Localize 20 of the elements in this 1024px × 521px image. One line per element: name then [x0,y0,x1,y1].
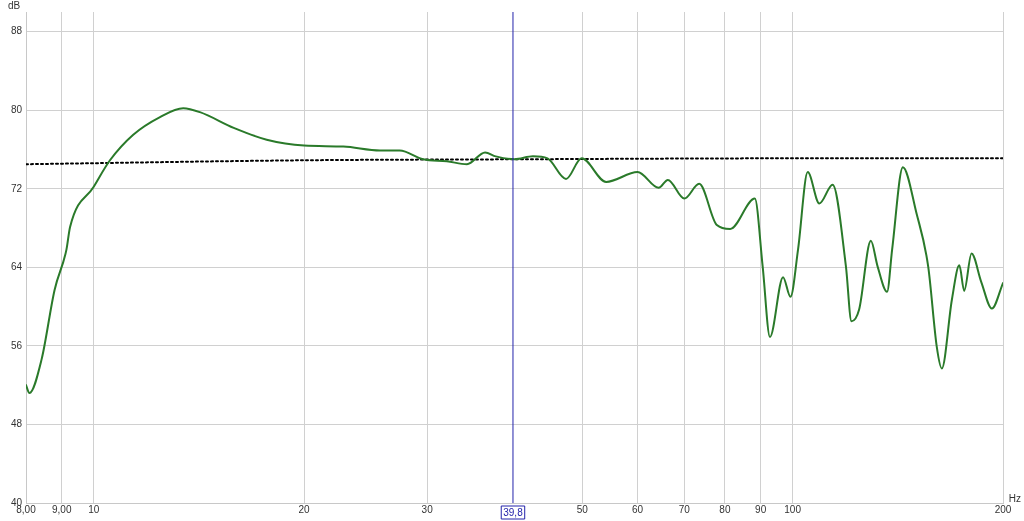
x-axis-title: Hz [1008,492,1021,504]
x-tick-label: 9,00 [52,503,72,515]
x-tick-label: 90 [755,503,767,515]
y-axis-title: dB [8,0,21,11]
x-tick-label: 70 [678,503,691,515]
x-tick-label: 60 [632,503,644,515]
x-tick-label: 100 [784,503,802,515]
y-tick-label: 88 [10,25,23,37]
y-tick-label: 80 [10,103,23,115]
x-tick-label: 30 [421,503,434,515]
ref-line-label: 39,8 [503,506,524,518]
x-tick-label: 200 [994,503,1012,515]
x-tick-label: 20 [298,503,311,515]
y-tick-label: 72 [10,182,23,194]
y-tick-label: 56 [10,339,23,351]
x-tick-label: 10 [88,503,100,515]
x-tick-label: 80 [719,503,731,515]
x-tick-label: 50 [576,503,589,515]
y-tick-label: 64 [10,261,23,273]
y-tick-label: 48 [10,418,23,430]
